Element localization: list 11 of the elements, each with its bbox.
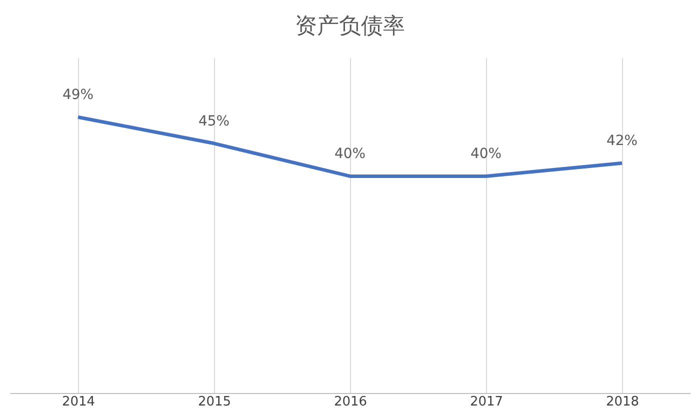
x-tick-label: 2018 bbox=[606, 394, 640, 410]
x-tick-label: 2017 bbox=[470, 394, 504, 410]
x-tick-label: 2014 bbox=[62, 394, 96, 410]
x-tick-label: 2015 bbox=[198, 394, 232, 410]
data-label: 42% bbox=[606, 133, 638, 150]
x-tick-label: 2016 bbox=[334, 394, 368, 410]
data-label: 40% bbox=[334, 146, 366, 162]
chart-title: 资产负债率 bbox=[295, 14, 405, 39]
data-label: 49% bbox=[62, 87, 94, 104]
data-label: 45% bbox=[198, 113, 230, 130]
data-label: 40% bbox=[470, 146, 502, 162]
